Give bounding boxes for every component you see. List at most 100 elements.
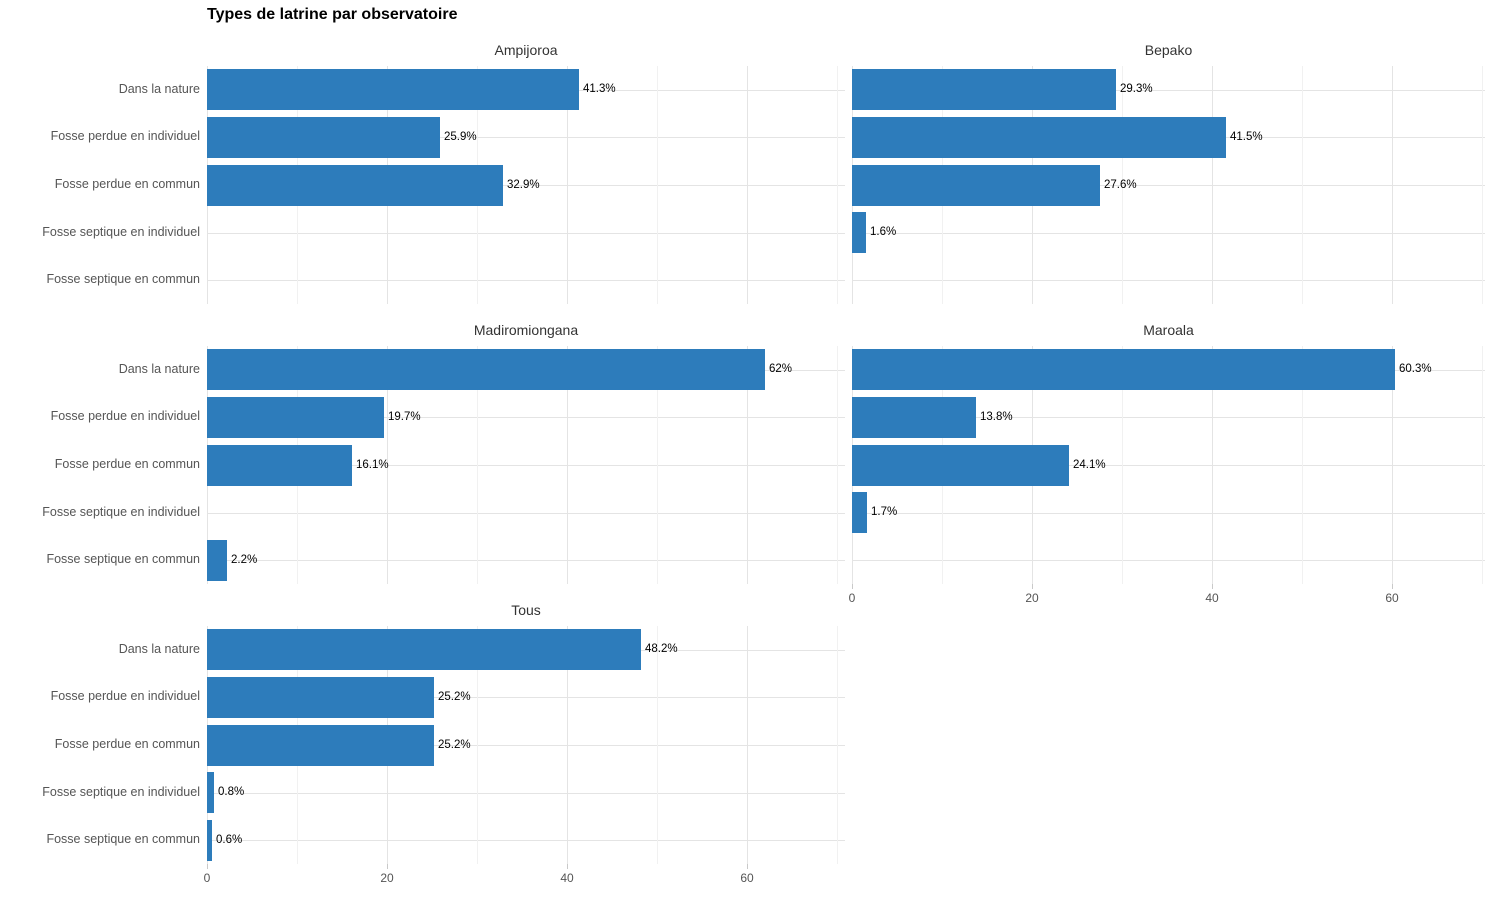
bar-tous-2 [207, 725, 434, 766]
gridline-horizontal [207, 840, 845, 841]
x-axis-tick-label: 60 [740, 871, 754, 885]
gridline-vertical-minor [837, 346, 838, 584]
facet-panel-ampijoroa: 41.3% 25.9% 32.9% [207, 66, 845, 304]
bar-maroala-0 [852, 349, 1395, 390]
category-label-ampijoroa-4: Fosse septique en commun [46, 272, 200, 286]
facet-panel-bepako: 29.3% 41.5% 27.6% 1.6% [852, 66, 1485, 304]
category-label-ampijoroa-3: Fosse septique en individuel [42, 225, 200, 239]
bar-value-label-maroala-1: 13.8% [980, 411, 1013, 423]
x-axis-tick-label: 60 [1385, 591, 1399, 605]
bar-value-label-madiromiongana-1: 19.7% [388, 411, 421, 423]
gridline-vertical-minor [1122, 346, 1123, 584]
gridline-horizontal [207, 560, 845, 561]
gridline-horizontal [852, 417, 1485, 418]
x-axis-tick-label: 20 [380, 871, 394, 885]
bar-value-label-ampijoroa-0: 41.3% [583, 83, 616, 95]
bar-tous-0 [207, 629, 641, 670]
category-label-tous-1: Fosse perdue en individuel [50, 689, 200, 703]
gridline-horizontal [852, 465, 1485, 466]
gridline-vertical-minor [1122, 66, 1123, 304]
category-label-madiromiongana-0: Dans la nature [118, 362, 200, 376]
gridline-horizontal [852, 233, 1485, 234]
gridline-vertical-minor [837, 66, 838, 304]
facet-title-madiromiongana: Madiromiongana [473, 322, 579, 338]
gridline-horizontal [207, 793, 845, 794]
gridline-vertical-major [747, 626, 748, 864]
x-axis-tick-label: 0 [848, 591, 856, 605]
category-label-ampijoroa-1: Fosse perdue en individuel [50, 129, 200, 143]
x-axis-tick-label: 20 [1025, 591, 1039, 605]
bar-ampijoroa-1 [207, 117, 440, 158]
category-label-madiromiongana-3: Fosse septique en individuel [42, 505, 200, 519]
facet-title-maroala: Maroala [1143, 322, 1194, 338]
bar-value-label-tous-4: 0.6% [216, 834, 243, 846]
bar-bepako-3 [852, 212, 866, 253]
bar-value-label-bepako-1: 41.5% [1230, 131, 1263, 143]
category-label-tous-3: Fosse septique en individuel [42, 785, 200, 799]
bar-madiromiongana-2 [207, 445, 352, 486]
chart-title: Types de latrine par observatoire [207, 6, 458, 23]
category-label-madiromiongana-4: Fosse septique en commun [46, 552, 200, 566]
bar-value-label-tous-1: 25.2% [438, 691, 471, 703]
category-label-madiromiongana-2: Fosse perdue en commun [54, 457, 200, 471]
gridline-vertical-major [567, 346, 568, 584]
bar-value-label-bepako-0: 29.3% [1120, 83, 1153, 95]
bar-value-label-ampijoroa-1: 25.9% [444, 131, 477, 143]
bar-value-label-maroala-2: 24.1% [1073, 459, 1106, 471]
gridline-horizontal [207, 745, 845, 746]
gridline-horizontal [207, 513, 845, 514]
facet-title-ampijoroa: Ampijoroa [494, 42, 558, 58]
bar-value-label-maroala-0: 60.3% [1399, 363, 1432, 375]
bar-maroala-1 [852, 397, 976, 438]
gridline-horizontal [207, 233, 845, 234]
bar-maroala-3 [852, 492, 867, 533]
gridline-vertical-minor [1482, 346, 1483, 584]
x-axis-tick-mark [207, 864, 208, 869]
gridline-horizontal [207, 280, 845, 281]
x-axis-tick-mark [1032, 584, 1033, 589]
gridline-vertical-minor [477, 626, 478, 864]
bar-bepako-2 [852, 165, 1100, 206]
category-label-tous-2: Fosse perdue en commun [54, 737, 200, 751]
bar-madiromiongana-1 [207, 397, 384, 438]
gridline-vertical-minor [477, 346, 478, 584]
bar-madiromiongana-0 [207, 349, 765, 390]
x-axis-tick-mark [747, 864, 748, 869]
bar-maroala-2 [852, 445, 1069, 486]
x-axis-tick-mark [387, 864, 388, 869]
gridline-horizontal [852, 185, 1485, 186]
bar-madiromiongana-4 [207, 540, 227, 581]
facet-panel-tous: 48.2% 25.2% 25.2% 0.8% 0.6% [207, 626, 845, 864]
bar-tous-1 [207, 677, 434, 718]
bar-ampijoroa-0 [207, 69, 579, 110]
gridline-horizontal [852, 560, 1485, 561]
bar-value-label-maroala-3: 1.7% [871, 506, 898, 518]
x-axis-tick-label: 40 [560, 871, 574, 885]
bar-tous-3 [207, 772, 214, 813]
gridline-horizontal [207, 465, 845, 466]
gridline-vertical-major [1212, 66, 1213, 304]
bar-value-label-madiromiongana-4: 2.2% [231, 554, 258, 566]
gridline-vertical-minor [1482, 66, 1483, 304]
x-axis-tick-mark [1212, 584, 1213, 589]
gridline-vertical-major [567, 626, 568, 864]
gridline-vertical-major [567, 66, 568, 304]
x-axis-tick-mark [1392, 584, 1393, 589]
facet-title-tous: Tous [511, 602, 541, 618]
bar-value-label-madiromiongana-0: 62% [769, 363, 793, 375]
bar-value-label-tous-2: 25.2% [438, 739, 471, 751]
gridline-horizontal [207, 417, 845, 418]
x-axis-tick-mark [567, 864, 568, 869]
facet-panel-maroala: 60.3% 13.8% 24.1% 1.7% [852, 346, 1485, 584]
facet-panel-madiromiongana: 62% 19.7% 16.1% 2.2% [207, 346, 845, 584]
gridline-vertical-major [1392, 66, 1393, 304]
category-label-tous-0: Dans la nature [118, 642, 200, 656]
gridline-vertical-minor [1302, 346, 1303, 584]
gridline-horizontal [852, 280, 1485, 281]
gridline-horizontal [852, 513, 1485, 514]
category-label-ampijoroa-2: Fosse perdue en commun [54, 177, 200, 191]
bar-value-label-tous-0: 48.2% [645, 643, 678, 655]
bar-ampijoroa-2 [207, 165, 503, 206]
bar-value-label-ampijoroa-2: 32.9% [507, 179, 540, 191]
